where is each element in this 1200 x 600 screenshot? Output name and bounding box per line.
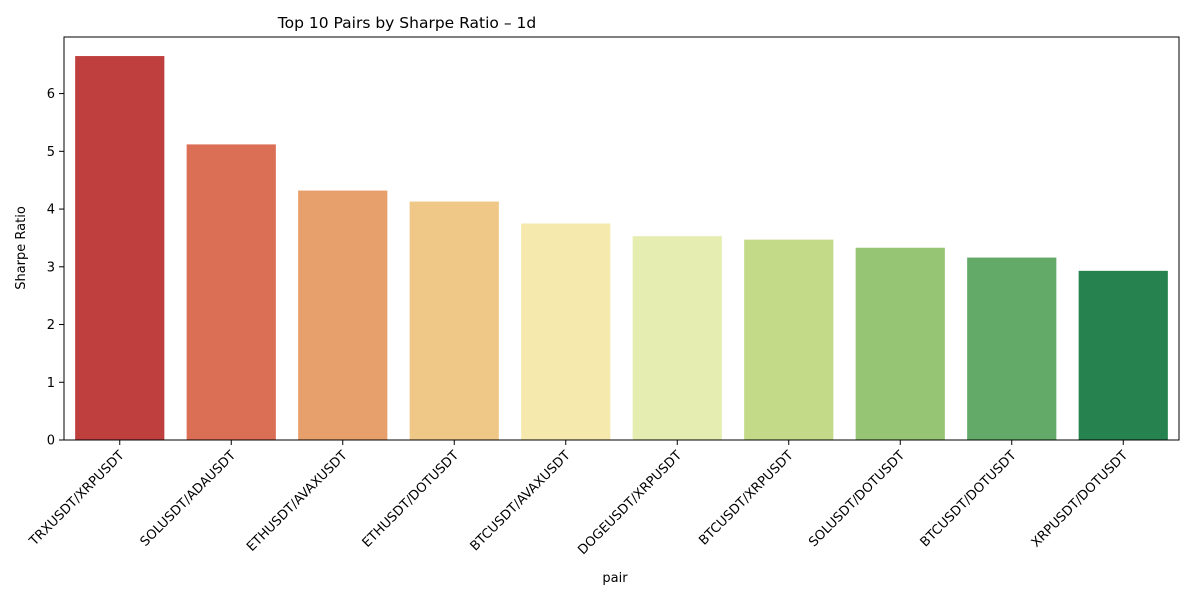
x-tick-label: TRXUSDT/XRPUSDT [26,448,127,549]
y-axis-title: Sharpe Ratio [14,206,29,290]
bar-solusdt-adausdt [186,144,276,440]
y-tick-label: 6 [47,87,55,102]
bar-dogeusdt-xrpusdt [632,236,722,440]
x-tick-label: ETHUSDT/AVAXUSDT [244,448,351,555]
x-tick-label: SOLUSDT/ADAUSDT [138,448,239,549]
bar-ethusdt-avaxusdt [298,190,388,440]
bar-ethusdt-dotusdt [409,201,499,440]
x-tick-label: SOLUSDT/DOTUSDT [806,448,908,550]
x-tick-label: BTCUSDT/AVAXUSDT [468,448,574,554]
y-tick-label: 2 [47,318,55,333]
x-tick-label: BTCUSDT/XRPUSDT [696,448,796,548]
bar-xrpusdt-dotusdt [1078,270,1168,440]
bar-btcusdt-avaxusdt [521,223,611,440]
y-tick-label: 5 [47,145,55,160]
y-tick-label: 1 [47,376,55,391]
x-axis-title: pair [602,571,628,586]
y-tick-label: 3 [47,260,55,275]
x-tick-label: DOGEUSDT/XRPUSDT [575,448,685,558]
x-tick-label: ETHUSDT/DOTUSDT [360,448,463,551]
bars-layer [75,56,1168,441]
y-tick-label: 0 [47,434,55,449]
chart-title: Top 10 Pairs by Sharpe Ratio – 1d [277,14,536,32]
x-tick-label: BTCUSDT/DOTUSDT [918,448,1020,550]
y-tick-label: 4 [47,203,55,218]
bar-trxusdt-xrpusdt [75,56,165,441]
bar-btcusdt-dotusdt [967,257,1057,440]
bar-solusdt-dotusdt [855,247,945,440]
plot-frame [63,36,1180,441]
x-tick-label: XRPUSDT/DOTUSDT [1029,448,1131,550]
bar-btcusdt-xrpusdt [744,239,834,440]
